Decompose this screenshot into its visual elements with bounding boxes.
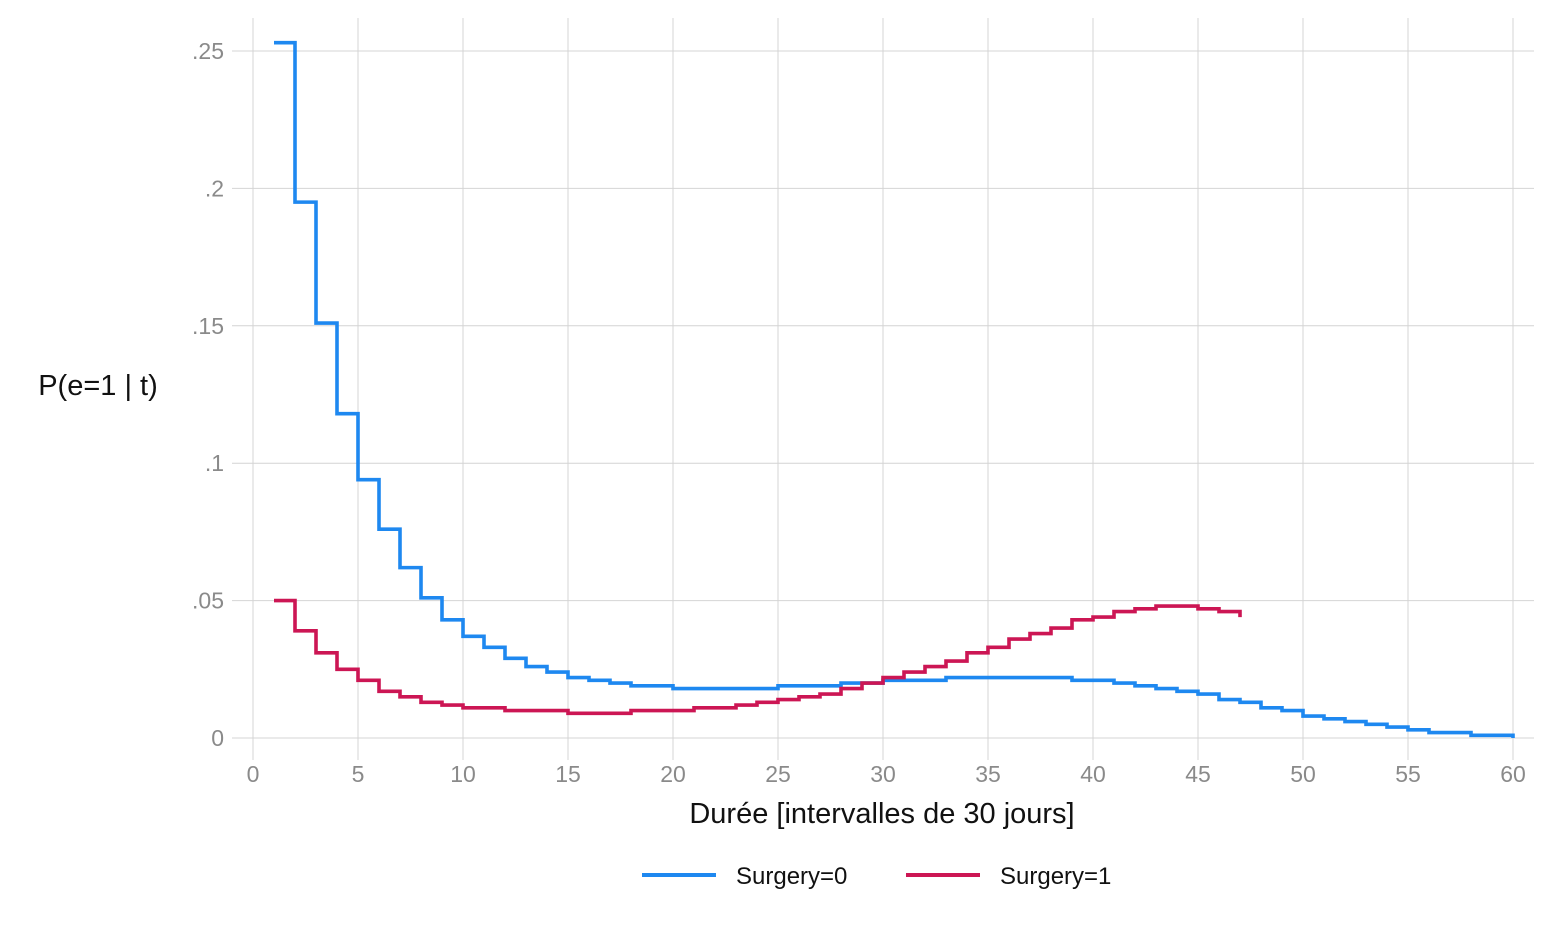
x-tick-label: 40 [1080, 761, 1106, 787]
legend: Surgery=0 Surgery=1 [642, 863, 1111, 890]
y-tick-labels: 0 .05 .1 .15 .2 .25 [192, 38, 224, 751]
legend-label: Surgery=0 [736, 863, 847, 890]
y-tick-label: .15 [192, 313, 224, 339]
y-tick-label: .2 [205, 175, 224, 201]
x-tick-labels: 0 5 10 15 20 25 30 35 40 45 50 55 60 [247, 761, 1526, 787]
x-axis-title: Durée [intervalles de 30 jours] [689, 798, 1074, 830]
x-tick-label: 45 [1185, 761, 1211, 787]
x-tick-label: 5 [352, 761, 365, 787]
x-tick-label: 20 [660, 761, 686, 787]
grid [232, 18, 1534, 760]
series-lines [274, 40, 1515, 739]
y-tick-label: .05 [192, 588, 224, 614]
legend-item: Surgery=1 [906, 863, 1111, 890]
x-tick-label: 0 [247, 761, 260, 787]
y-axis-title: P(e=1 | t) [38, 370, 158, 402]
legend-label: Surgery=1 [1000, 863, 1111, 890]
y-tick-label: 0 [211, 725, 224, 751]
x-tick-label: 30 [870, 761, 896, 787]
y-tick-label: .25 [192, 38, 224, 64]
x-tick-label: 10 [450, 761, 476, 787]
x-tick-label: 55 [1395, 761, 1421, 787]
x-tick-label: 50 [1290, 761, 1316, 787]
x-tick-label: 25 [765, 761, 791, 787]
legend-item: Surgery=0 [642, 863, 847, 890]
series-line-surgery-1 [274, 598, 1242, 716]
x-tick-label: 15 [555, 761, 581, 787]
x-tick-label: 35 [975, 761, 1001, 787]
y-tick-label: .1 [205, 450, 224, 476]
series-line-surgery-0 [274, 40, 1515, 739]
x-tick-label: 60 [1500, 761, 1526, 787]
